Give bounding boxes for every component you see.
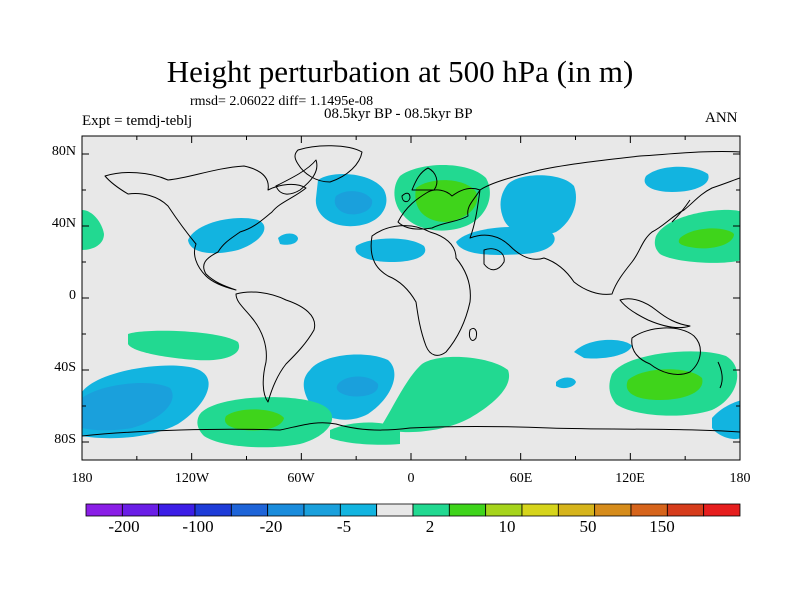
coast-africa — [370, 225, 471, 356]
anomaly-subtropical-atlantic-low — [355, 238, 426, 262]
anomaly-field — [82, 165, 740, 448]
colorbar-box — [521, 503, 559, 517]
coast-indonesia — [619, 298, 691, 329]
colorbar-box — [267, 503, 305, 517]
coast-greenland — [294, 145, 363, 183]
colorbar-box — [594, 503, 632, 517]
x-tick-label: 180 — [730, 471, 751, 486]
y-tick-label: 0 — [69, 288, 76, 303]
y-tick-label: 40N — [52, 216, 76, 231]
colorbar: -200 -100 -20 -5 2 10 50 150 — [85, 503, 741, 536]
colorbar-label: 50 — [580, 517, 597, 536]
colorbar-box — [303, 503, 341, 517]
anomaly-russian-low — [500, 175, 576, 236]
colorbar-box — [194, 503, 232, 517]
anomaly-amundsen-sea-high — [197, 397, 333, 448]
x-tick-label: 60E — [510, 471, 533, 486]
anomaly-south-pacific-high-band — [128, 330, 240, 361]
colorbar-box — [85, 503, 123, 517]
y-tick-label: 80N — [52, 144, 76, 159]
colorbar-box — [376, 503, 414, 517]
anomaly-indian-ocean-low — [556, 377, 576, 389]
coast-new-zealand — [717, 361, 723, 389]
anomaly-west-atlantic-small-low — [278, 233, 298, 245]
x-axis: 180 120W 60W 0 60E 120E 180 — [72, 471, 751, 486]
anomaly-weddell-high — [330, 422, 400, 445]
season-label: ANN — [705, 110, 738, 126]
coast-madagascar — [469, 327, 477, 341]
anomaly-south-atlantic-high — [380, 356, 510, 433]
anomaly-south-pacific-low — [82, 365, 209, 439]
coast-australia — [631, 327, 701, 375]
anomaly-north-atlantic-low — [315, 174, 387, 227]
colorbar-label: -200 — [108, 517, 139, 536]
colorbar-label: -5 — [337, 517, 351, 536]
colorbar-box — [630, 503, 668, 517]
colorbar-box — [339, 503, 378, 517]
y-tick-label: 40S — [54, 360, 76, 375]
anomaly-australian-high — [609, 351, 738, 416]
anomaly-east-pacific-edge-high — [82, 210, 104, 250]
colorbar-label: 2 — [426, 517, 435, 536]
colorbar-box — [485, 503, 523, 517]
coast-north-america — [104, 165, 307, 291]
colorbar-box — [557, 503, 596, 517]
anomaly-labrador-low — [188, 218, 265, 254]
plot-subtitle: 08.5kyr BP - 08.5kyr BP — [324, 106, 473, 122]
coast-scandinavia — [411, 167, 438, 191]
x-tick-label: 120E — [615, 471, 645, 486]
colorbar-box — [230, 503, 269, 517]
colorbar-labels: -200 -100 -20 -5 2 10 50 150 — [108, 517, 674, 536]
colorbar-box — [121, 503, 160, 517]
colorbar-label: 10 — [499, 517, 516, 536]
coastlines — [82, 145, 740, 437]
y-tick-label: 80S — [54, 432, 76, 447]
colorbar-label: 150 — [649, 517, 675, 536]
colorbar-boxes — [85, 503, 741, 517]
y-axis: 80N 40N 0 40S 80S — [52, 144, 76, 447]
tick-marks — [81, 136, 741, 460]
colorbar-box — [666, 503, 705, 517]
coast-japan — [671, 199, 691, 223]
coast-south-america — [235, 291, 316, 403]
colorbar-label: -100 — [182, 517, 213, 536]
map-axes: 180 120W 60W 0 60E 120E 180 80N 40N 0 40… — [52, 136, 751, 486]
anomaly-central-asian-low — [456, 226, 555, 255]
anomaly-south-atlantic-low — [303, 354, 395, 420]
coast-britain — [401, 192, 411, 203]
colorbar-box — [158, 503, 196, 517]
coast-antarctica — [82, 422, 740, 437]
anomaly-north-pacific-high — [654, 209, 740, 263]
plot-title: Height perturbation at 500 hPa (in m) — [166, 54, 634, 89]
colorbar-label: -20 — [260, 517, 283, 536]
x-tick-label: 0 — [408, 471, 415, 486]
x-tick-label: 120W — [175, 471, 210, 486]
x-tick-label: 180 — [72, 471, 93, 486]
colorbar-box — [412, 503, 450, 517]
coast-arabia — [483, 248, 505, 271]
experiment-label: Expt = temdj-teblj — [82, 113, 193, 129]
colorbar-box — [703, 503, 741, 517]
colorbar-box — [448, 503, 487, 517]
coast-baffin — [275, 159, 318, 195]
stats-line: rmsd= 2.06022 diff= 1.1495e-08 — [190, 94, 374, 109]
x-tick-label: 60W — [287, 471, 315, 486]
anomaly-tasman-low — [712, 400, 740, 439]
anomaly-siberian-low — [644, 166, 709, 192]
anomaly-indian-ocean-low-north — [574, 339, 632, 359]
